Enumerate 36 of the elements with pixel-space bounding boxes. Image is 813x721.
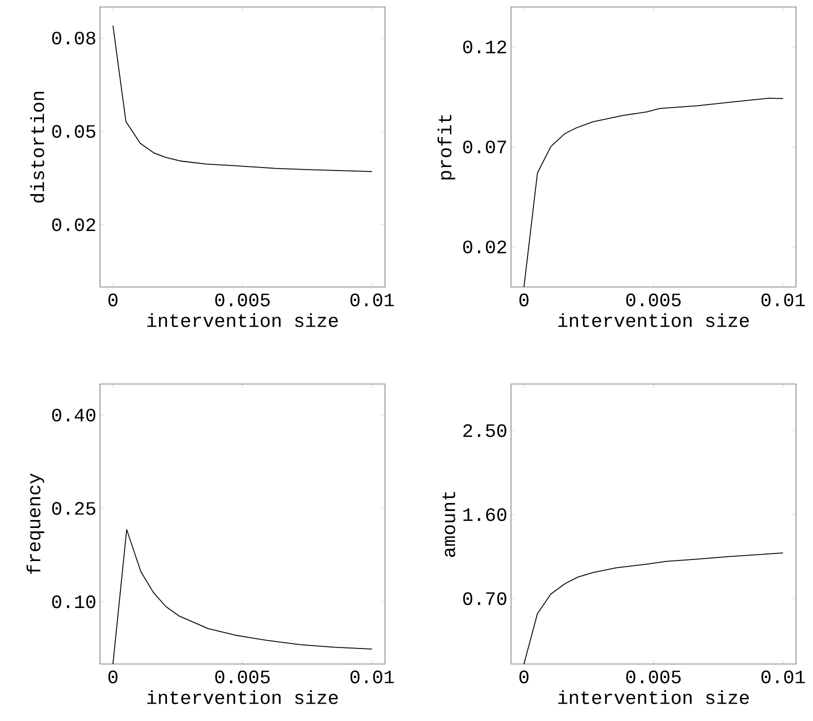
y-tick-label: 0.07 [463, 140, 506, 154]
y-tick-label: 0.02 [463, 240, 506, 254]
x-tick-label: 0.005 [626, 670, 681, 684]
x-tick-label: 0.01 [350, 670, 394, 684]
line-series [524, 552, 784, 664]
y-tick-label: 0.08 [52, 32, 96, 45]
x-tick-label: 0.01 [761, 294, 805, 306]
x-tick-label: 0.005 [215, 670, 270, 684]
y-axis-title: frequency [26, 474, 44, 574]
x-tick-label: 0.01 [350, 294, 394, 306]
x-tick-label: 0.005 [215, 294, 270, 306]
x-tick-label: 0 [519, 670, 528, 684]
y-tick-label: 0.02 [52, 218, 96, 232]
y-axis-title: profit [438, 114, 456, 180]
y-tick-label: 0.70 [463, 592, 506, 606]
x-tick-label: 0.01 [761, 670, 805, 684]
y-axis-title: distortion [30, 92, 44, 203]
x-tick-label: 0 [519, 294, 528, 306]
x-axis-title: intervention size [147, 690, 338, 704]
y-tick-label: 2.50 [463, 424, 506, 438]
x-axis-title: intervention size [558, 313, 749, 328]
y-tick-label: 0.12 [463, 40, 506, 54]
x-tick-label: 0 [108, 294, 118, 306]
y-axis-title: amount [442, 492, 456, 557]
y-tick-label: 0.10 [52, 595, 96, 608]
line-series [112, 529, 372, 664]
x-axis-title: intervention size [558, 690, 749, 704]
x-tick-label: 0 [108, 670, 118, 684]
y-tick-label: 0.05 [52, 125, 96, 138]
x-tick-label: 0.005 [626, 294, 681, 306]
x-axis-title: intervention size [147, 313, 338, 328]
y-tick-label: 0.25 [52, 502, 96, 515]
line-series [112, 25, 372, 172]
y-tick-label: 1.60 [463, 508, 506, 522]
y-tick-label: 0.40 [52, 408, 96, 422]
line-series [524, 98, 784, 287]
